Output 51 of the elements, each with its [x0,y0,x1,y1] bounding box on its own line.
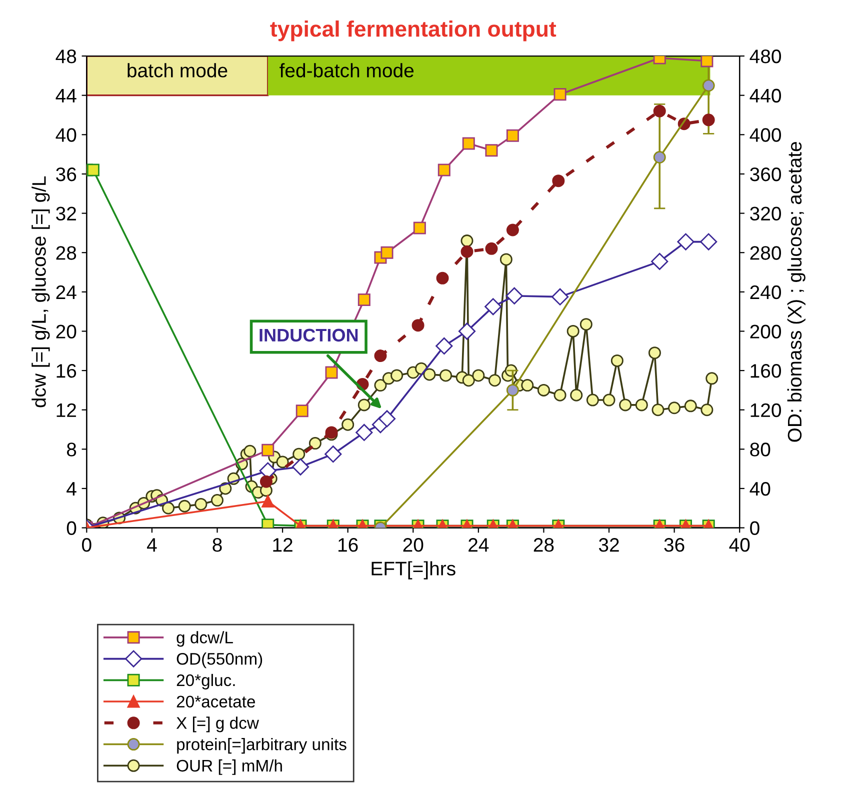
band-label: batch mode [128,63,228,78]
annotation: INDUCTION [260,328,358,342]
x-tick-label: 8 [212,538,222,552]
x-tick-label: 24 [468,538,489,552]
x-tick-label: 28 [534,538,554,552]
y-tick-label: 8 [66,442,76,456]
y2-tick-label: 120 [750,403,781,418]
y2-tick-label: 0 [750,521,760,536]
y2-tick-label: 280 [750,246,781,260]
y-tick-label: 20 [56,324,76,338]
x-tick-label: 20 [403,538,424,552]
chart-title: typical fermentation output [270,20,556,42]
x-tick-label: 12 [273,538,292,552]
y-tick-label: 40 [56,128,76,142]
y-tick-label: 0 [66,521,76,536]
y2-tick-label: 160 [750,364,781,378]
x-tick-label: 4 [146,538,157,552]
y2-tick-label: 440 [750,88,781,103]
y-tick-label: 12 [56,403,76,417]
y2-tick-label: 400 [750,128,781,142]
legend-label: OUR [=] mM/h [176,759,282,775]
legend-label: g dcw/L [176,631,233,647]
legend-label: X [=] g dcw [176,716,259,732]
y2-axis-title: OD: biomass (X) ; glucose; acetate [787,142,806,442]
x-tick-label: 32 [598,538,619,552]
y-tick-label: 44 [56,89,76,102]
y2-tick-label: 40 [750,482,770,496]
y2-tick-label: 80 [750,442,770,456]
y-tick-label: 16 [56,364,76,378]
x-tick-label: 0 [82,538,92,552]
y-axis-title: dcw [=] g/L, glucose [=] g/L [32,176,50,408]
legend-label: 20*gluc. [176,674,235,690]
y-tick-label: 24 [56,285,76,299]
x-tick-label: 40 [729,538,750,552]
x-tick-label: 16 [338,538,358,552]
y-tick-label: 4 [66,482,76,496]
band-label: fed-batch mode [280,63,414,78]
y-tick-label: 32 [56,206,76,221]
y2-tick-label: 480 [750,49,781,64]
legend-label: 20*acetate [176,696,255,708]
y-tick-label: 36 [56,167,76,182]
x-axis-title: EFT[=]hrs [372,561,456,580]
y-tick-label: 28 [56,246,76,260]
legend-label: OD(550nm) [176,652,262,668]
y2-tick-label: 240 [750,285,781,300]
x-tick-label: 36 [664,538,684,552]
y2-tick-label: 320 [750,206,781,221]
legend-label: protein[=]arbitrary units [177,738,346,754]
y2-tick-label: 360 [750,167,781,182]
y2-tick-label: 200 [750,324,781,338]
y-tick-label: 48 [56,49,76,64]
